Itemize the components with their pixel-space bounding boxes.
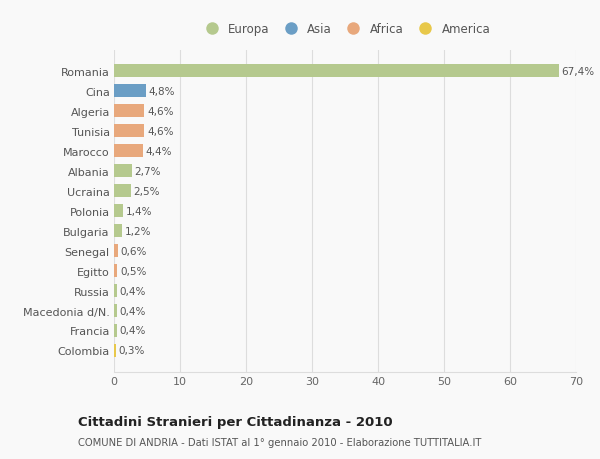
Text: 0,4%: 0,4% xyxy=(119,326,146,336)
Bar xyxy=(114,245,118,257)
Bar xyxy=(114,165,132,178)
Text: 1,2%: 1,2% xyxy=(125,226,151,236)
Text: 0,3%: 0,3% xyxy=(119,346,145,356)
Legend: Europa, Asia, Africa, America: Europa, Asia, Africa, America xyxy=(197,21,493,39)
Text: 4,4%: 4,4% xyxy=(146,146,172,157)
Bar xyxy=(114,105,145,118)
Bar xyxy=(114,344,116,357)
Bar xyxy=(114,65,559,78)
Text: 0,6%: 0,6% xyxy=(121,246,147,256)
Text: 4,6%: 4,6% xyxy=(147,126,173,136)
Bar xyxy=(114,125,145,138)
Bar xyxy=(114,285,116,297)
Bar xyxy=(114,185,131,198)
Bar xyxy=(114,205,123,218)
Text: 4,6%: 4,6% xyxy=(147,106,173,117)
Text: 2,7%: 2,7% xyxy=(134,166,161,176)
Bar xyxy=(114,224,122,238)
Bar xyxy=(114,85,146,98)
Bar xyxy=(114,304,116,317)
Text: 0,5%: 0,5% xyxy=(120,266,146,276)
Text: Cittadini Stranieri per Cittadinanza - 2010: Cittadini Stranieri per Cittadinanza - 2… xyxy=(78,415,392,428)
Bar xyxy=(114,145,143,158)
Text: 1,4%: 1,4% xyxy=(126,206,152,216)
Bar xyxy=(114,264,118,277)
Text: COMUNE DI ANDRIA - Dati ISTAT al 1° gennaio 2010 - Elaborazione TUTTITALIA.IT: COMUNE DI ANDRIA - Dati ISTAT al 1° genn… xyxy=(78,437,481,447)
Text: 0,4%: 0,4% xyxy=(119,306,146,316)
Text: 2,5%: 2,5% xyxy=(133,186,160,196)
Text: 4,8%: 4,8% xyxy=(148,87,175,96)
Bar xyxy=(114,325,116,337)
Text: 67,4%: 67,4% xyxy=(562,67,595,77)
Text: 0,4%: 0,4% xyxy=(119,286,146,296)
